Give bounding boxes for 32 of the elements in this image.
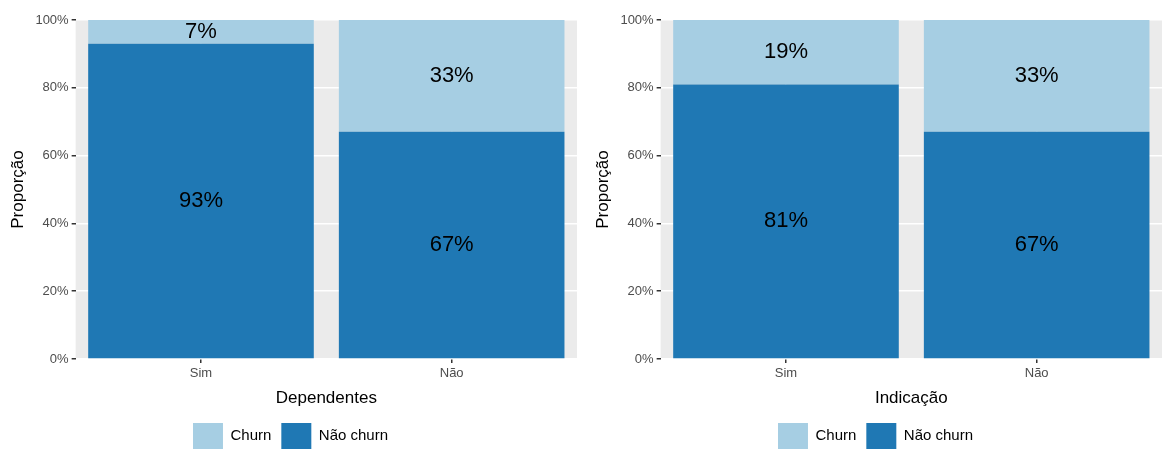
data-label: 67% (429, 231, 474, 257)
data-label: 19% (763, 38, 809, 64)
legend-label: Não churn (318, 426, 389, 444)
data-label: 93% (178, 187, 224, 213)
y-tick-label: 0% (634, 350, 655, 366)
data-label: 67% (1014, 231, 1059, 257)
y-tick-label: 100% (35, 11, 70, 27)
y-tick-label: 20% (42, 282, 70, 298)
y-axis-title: Proporção (7, 150, 27, 229)
y-tick-label: 0% (49, 350, 70, 366)
legend-label: Churn (815, 426, 857, 444)
data-label: 7% (185, 17, 217, 43)
x-axis-title: Dependentes (275, 388, 377, 408)
x-tick-label: Não (439, 365, 464, 381)
y-axis-title: Proporção (592, 150, 612, 229)
legend-label: Churn (230, 426, 272, 444)
legend-label: Não churn (903, 426, 974, 444)
data-label: 81% (763, 207, 809, 233)
x-axis-title: Indicação (874, 388, 948, 408)
data-label: 33% (1014, 62, 1059, 87)
y-tick-label: 80% (42, 79, 70, 95)
y-tick-label: 40% (627, 214, 655, 230)
data-label: 33% (429, 62, 474, 87)
x-tick-label: Não (1024, 365, 1049, 381)
y-tick-label: 40% (42, 214, 70, 230)
y-tick-label: 60% (42, 147, 70, 163)
y-tick-label: 60% (627, 147, 655, 163)
y-tick-label: 80% (627, 79, 655, 95)
x-tick-label: Sim (774, 365, 798, 381)
y-tick-label: 20% (627, 282, 655, 298)
y-tick-label: 100% (620, 11, 655, 27)
x-tick-label: Sim (189, 365, 213, 381)
